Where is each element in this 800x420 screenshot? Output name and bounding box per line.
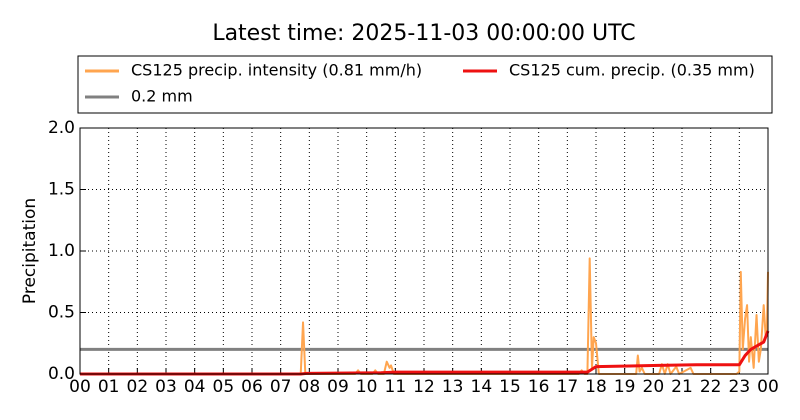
x-tick-label: 18 <box>585 377 607 397</box>
x-tick-label: 08 <box>299 377 321 397</box>
x-tick-label: 22 <box>700 377 722 397</box>
x-tick-label: 02 <box>127 377 149 397</box>
plot-frame <box>79 127 769 375</box>
y-tick-label: 1.0 <box>48 241 75 261</box>
x-tick-label: 13 <box>442 377 464 397</box>
x-tick-label: 01 <box>98 377 120 397</box>
x-tick-label: 09 <box>327 377 349 397</box>
y-tick-label: 1.5 <box>48 180 75 200</box>
x-tick-label: 10 <box>356 377 378 397</box>
legend-label: CS125 cum. precip. (0.35 mm) <box>509 61 755 80</box>
x-tick-label: 07 <box>270 377 292 397</box>
x-tick-label: 17 <box>557 377 579 397</box>
x-tick-label: 20 <box>643 377 665 397</box>
y-tick-label: 0.5 <box>48 303 75 323</box>
x-tick-label: 00 <box>757 377 779 397</box>
x-tick-label: 00 <box>69 377 91 397</box>
x-tick-label: 06 <box>241 377 263 397</box>
x-tick-label: 03 <box>155 377 177 397</box>
y-tick-label: 2.0 <box>48 118 75 138</box>
x-tick-label: 14 <box>471 377 493 397</box>
legend-label: 0.2 mm <box>131 87 193 106</box>
x-tick-label: 19 <box>614 377 636 397</box>
x-tick-label: 04 <box>184 377 206 397</box>
x-tick-label: 16 <box>528 377 550 397</box>
chart-title: Latest time: 2025-11-03 00:00:00 UTC <box>212 21 635 46</box>
x-tick-label: 21 <box>671 377 693 397</box>
y-tick-label: 0.0 <box>48 364 75 384</box>
y-axis-label: Precipitation <box>20 198 40 304</box>
x-tick-label: 23 <box>729 377 751 397</box>
x-tick-label: 11 <box>385 377 407 397</box>
series-line <box>80 330 770 376</box>
x-tick-label: 15 <box>499 377 521 397</box>
x-tick-label: 05 <box>213 377 235 397</box>
x-tick-label: 12 <box>413 377 435 397</box>
legend-label: CS125 precip. intensity (0.81 mm/h) <box>131 61 422 80</box>
legend-box <box>77 55 773 114</box>
